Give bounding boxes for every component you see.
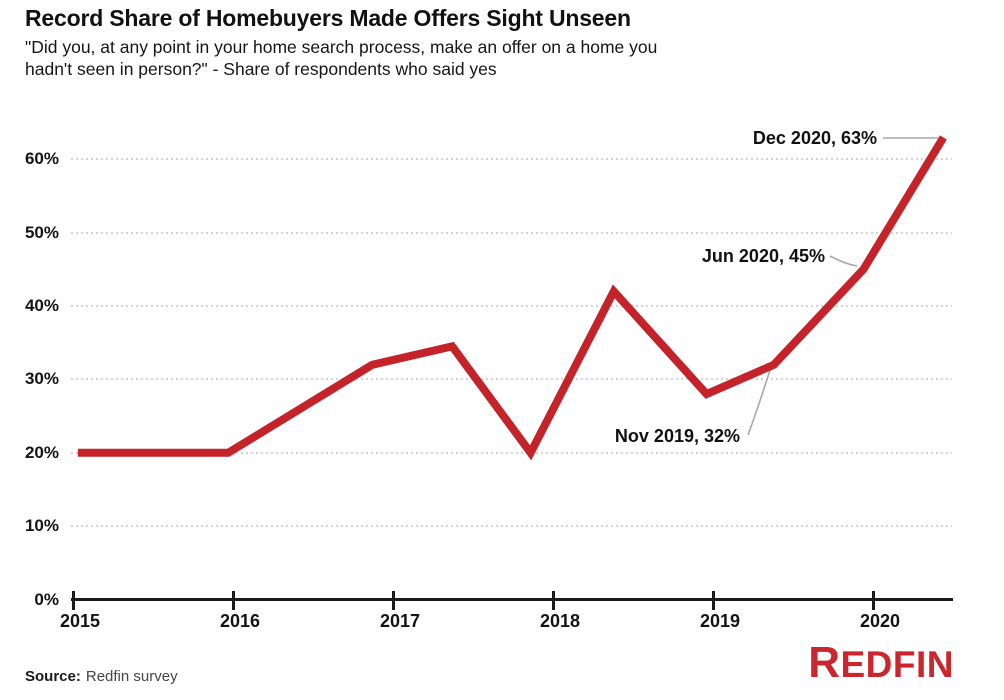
x-axis-label: 2015 (59, 611, 101, 631)
x-axis-label: 2018 (539, 611, 581, 631)
chart-title: Record Share of Homebuyers Made Offers S… (25, 5, 631, 31)
x-axis-line (71, 598, 953, 601)
x-axis-label: 2016 (219, 611, 261, 631)
redfin-logo: REDFIN (808, 641, 954, 685)
y-axis-label: 10% (24, 516, 59, 536)
annotation-label: Jun 2020, 45% (701, 246, 825, 266)
annotation-leader-lines (747, 137, 938, 436)
logo-rest-letters: EDFIN (840, 644, 954, 685)
source-label: Source: (25, 668, 81, 685)
x-axis-label: 2017 (379, 611, 421, 631)
x-axis-label: 2020 (859, 611, 901, 631)
annotation-leader-line (829, 255, 858, 267)
logo-first-letter: R (808, 638, 841, 687)
gridline (71, 378, 952, 381)
gridline (71, 525, 952, 528)
y-axis-label: 0% (34, 589, 59, 609)
annotation-label: Dec 2020, 63% (752, 128, 877, 148)
chart-subtitle: "Did you, at any point in your home sear… (25, 37, 658, 79)
y-axis-label: 20% (24, 442, 59, 462)
x-axis-tick (71, 591, 75, 610)
y-axis-label: 30% (24, 369, 59, 389)
gridline (71, 158, 952, 161)
x-axis-label: 2019 (699, 611, 741, 631)
x-axis-tick (871, 591, 875, 610)
gridline (71, 305, 952, 308)
y-axis-label: 50% (24, 222, 59, 242)
x-axis-tick (391, 591, 395, 610)
x-axis-tick (551, 591, 555, 610)
y-axis-label: 40% (24, 296, 59, 316)
y-axis-label: 60% (24, 149, 59, 169)
gridline (71, 451, 952, 454)
annotation-label: Nov 2019, 32% (614, 426, 740, 446)
x-axis-tick (711, 591, 715, 610)
source-text: Redfin survey (85, 668, 178, 685)
data-line (77, 135, 947, 461)
gridline (71, 231, 952, 234)
source-note: Source: Redfin survey (25, 668, 178, 685)
x-axis-tick (231, 591, 235, 610)
